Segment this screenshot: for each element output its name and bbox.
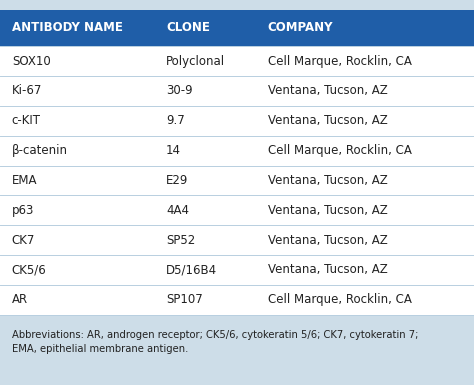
Text: CLONE: CLONE [166, 22, 210, 34]
Text: Ventana, Tucson, AZ: Ventana, Tucson, AZ [268, 263, 388, 276]
Text: Ventana, Tucson, AZ: Ventana, Tucson, AZ [268, 114, 388, 127]
Text: AR: AR [12, 293, 28, 306]
Text: Ki-67: Ki-67 [12, 84, 42, 97]
Bar [0, 46, 474, 315]
Bar [0, 10, 474, 46]
Text: CK5/6: CK5/6 [12, 263, 46, 276]
Text: 9.7: 9.7 [166, 114, 185, 127]
Text: 4A4: 4A4 [166, 204, 189, 217]
Text: Ventana, Tucson, AZ: Ventana, Tucson, AZ [268, 234, 388, 247]
Text: ANTIBODY NAME: ANTIBODY NAME [12, 22, 123, 34]
Text: SP107: SP107 [166, 293, 203, 306]
Text: 30-9: 30-9 [166, 84, 192, 97]
Text: D5/16B4: D5/16B4 [166, 263, 217, 276]
Text: E29: E29 [166, 174, 188, 187]
Text: Abbreviations: AR, androgen receptor; CK5/6, cytokeratin 5/6; CK7, cytokeratin 7: Abbreviations: AR, androgen receptor; CK… [12, 330, 418, 354]
Text: SP52: SP52 [166, 234, 195, 247]
Text: COMPANY: COMPANY [268, 22, 333, 34]
Text: Ventana, Tucson, AZ: Ventana, Tucson, AZ [268, 84, 388, 97]
Text: Cell Marque, Rocklin, CA: Cell Marque, Rocklin, CA [268, 144, 412, 157]
Text: SOX10: SOX10 [12, 55, 51, 68]
Text: 14: 14 [166, 144, 181, 157]
Text: c-KIT: c-KIT [12, 114, 41, 127]
Text: Polyclonal: Polyclonal [166, 55, 225, 68]
Text: Cell Marque, Rocklin, CA: Cell Marque, Rocklin, CA [268, 293, 412, 306]
Text: Ventana, Tucson, AZ: Ventana, Tucson, AZ [268, 204, 388, 217]
Text: Ventana, Tucson, AZ: Ventana, Tucson, AZ [268, 174, 388, 187]
Text: CK7: CK7 [12, 234, 35, 247]
Text: EMA: EMA [12, 174, 37, 187]
Text: p63: p63 [12, 204, 34, 217]
Text: β-catenin: β-catenin [12, 144, 68, 157]
Text: Cell Marque, Rocklin, CA: Cell Marque, Rocklin, CA [268, 55, 412, 68]
